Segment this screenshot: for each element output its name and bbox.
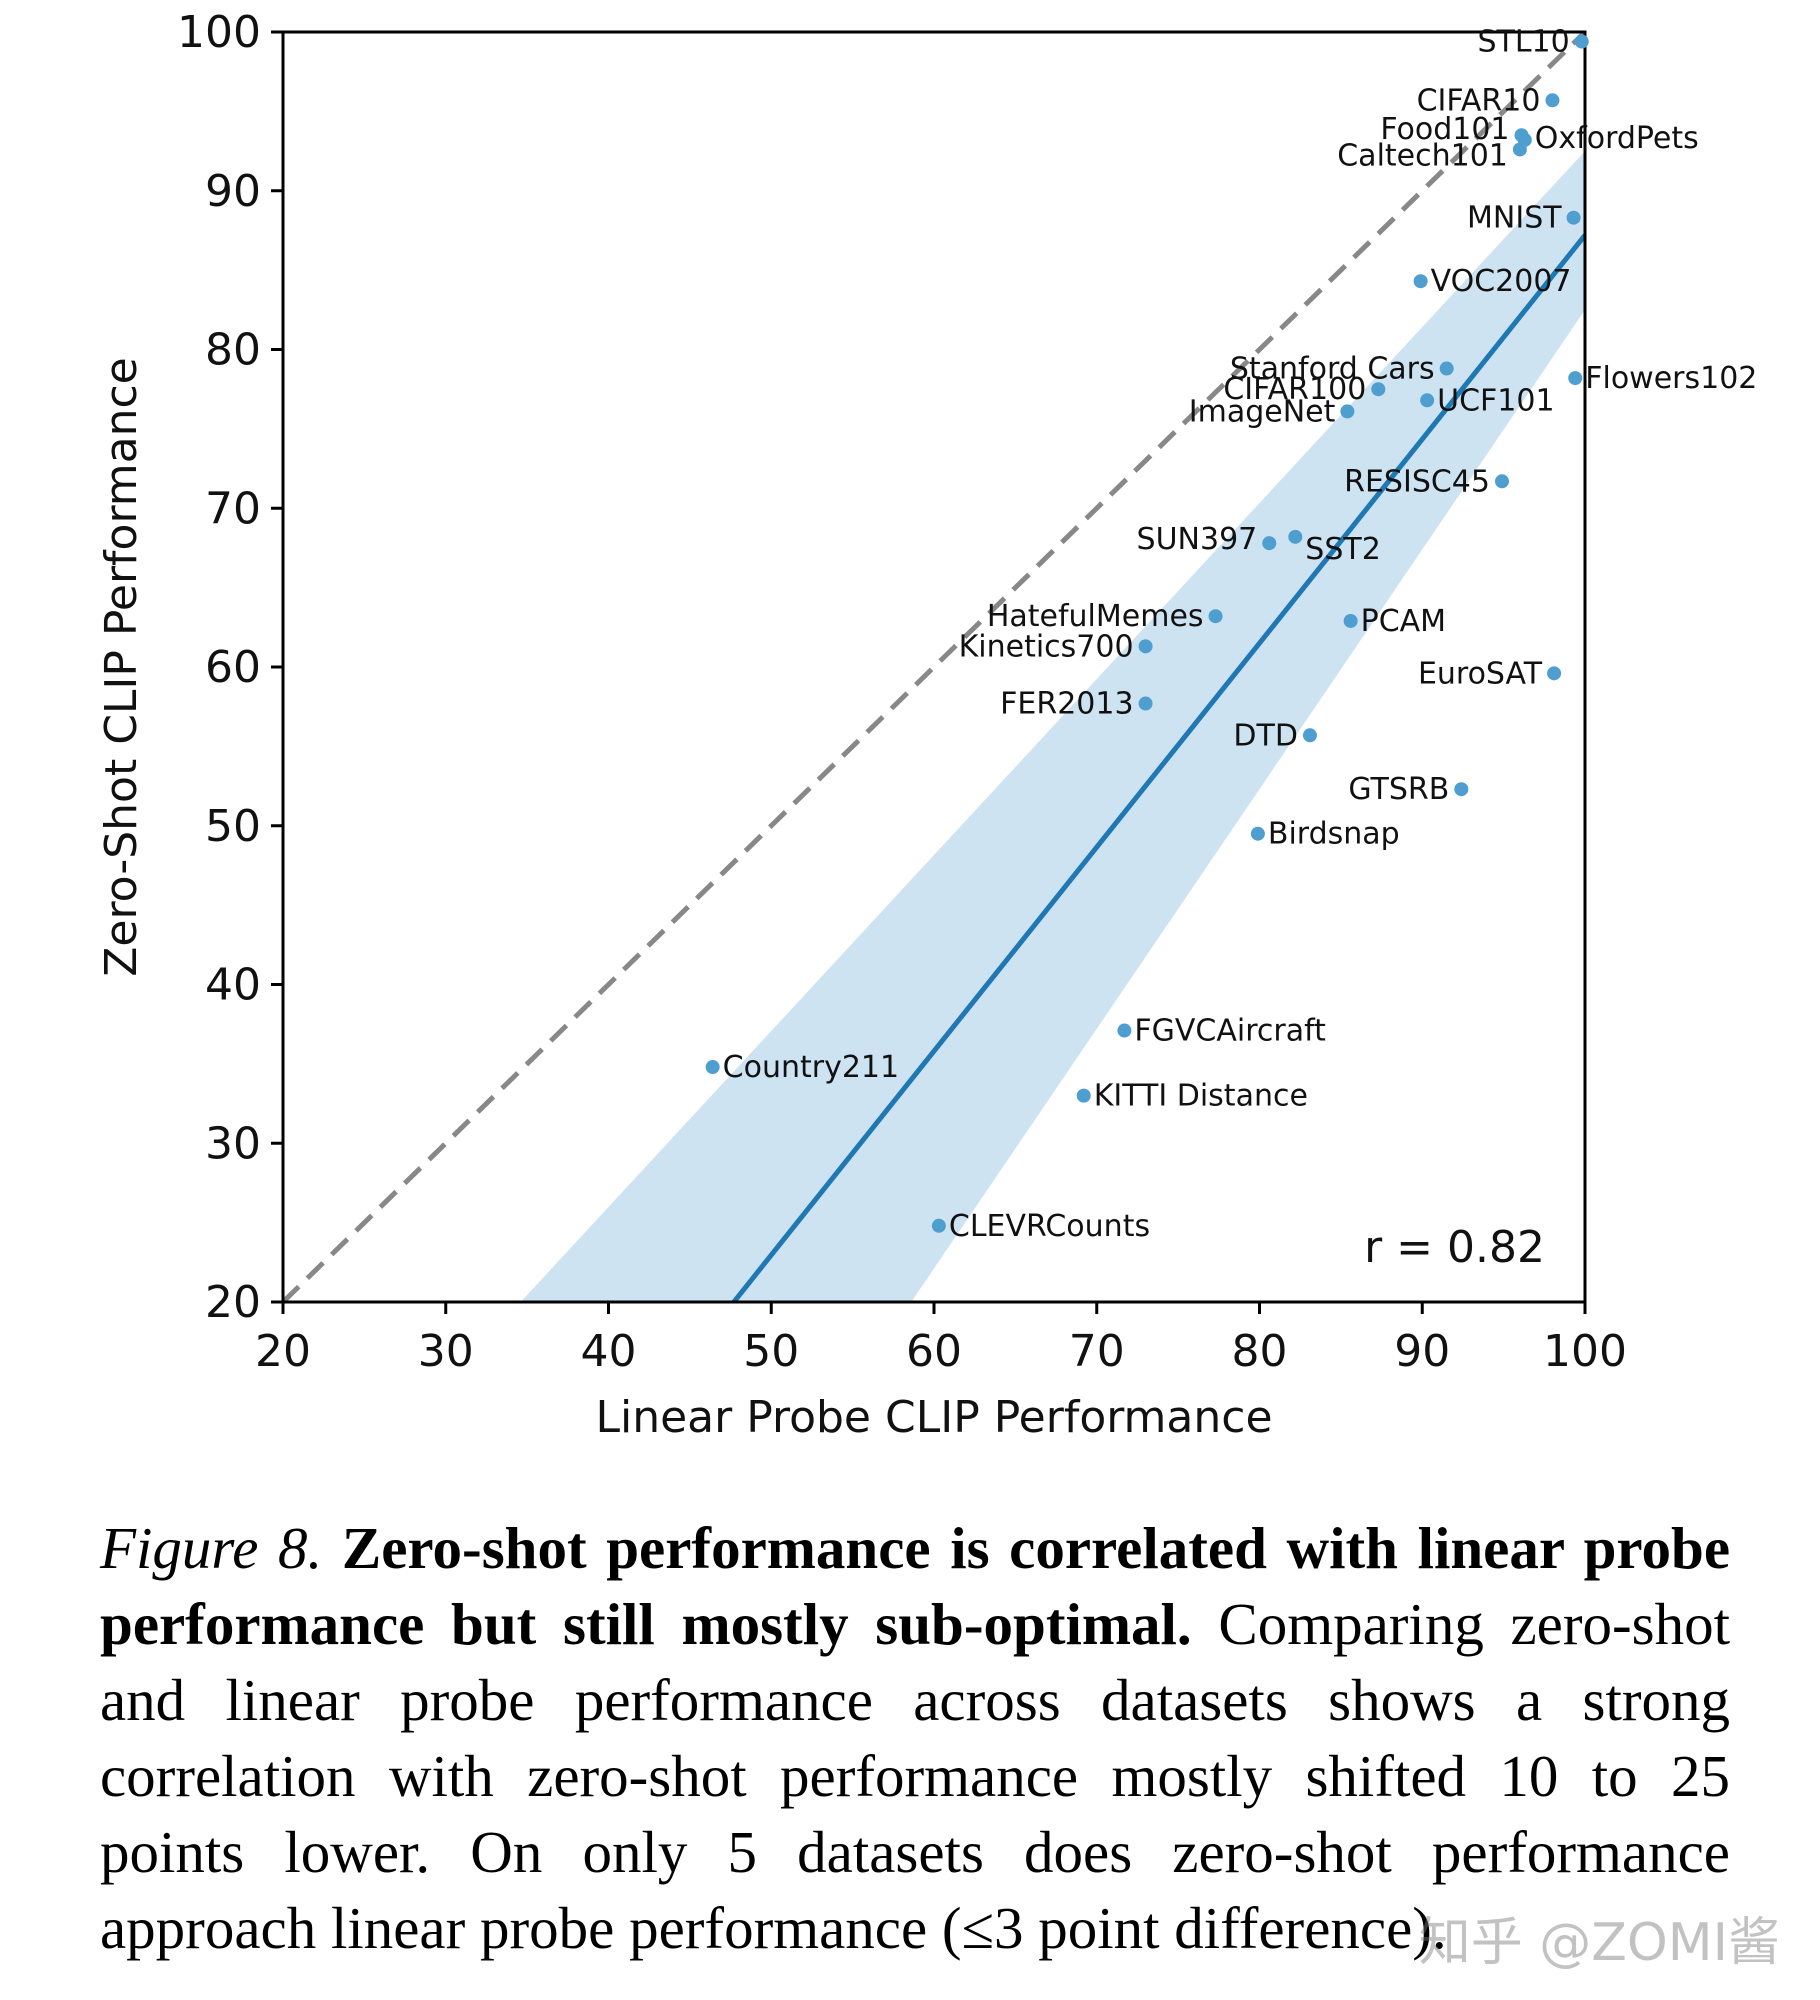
data-point <box>1420 393 1435 408</box>
data-point <box>1439 361 1454 376</box>
plot-area <box>283 32 1585 1302</box>
point-label: VOC2007 <box>1431 264 1572 299</box>
point-label: Food101 <box>1380 112 1509 147</box>
data-point <box>1568 371 1583 386</box>
point-label: RESISC45 <box>1344 464 1490 499</box>
point-label: ImageNet <box>1189 394 1336 429</box>
data-point <box>1138 696 1153 711</box>
caption-title: Zero-shot performance is correlated with… <box>100 1515 1731 1657</box>
x-tick-label: 30 <box>418 1326 474 1377</box>
y-tick-label: 30 <box>205 1118 261 1169</box>
x-tick-label: 80 <box>1232 1326 1288 1377</box>
watermark: 知乎 @ZOMI酱 <box>1418 1913 1780 1973</box>
x-tick-label: 40 <box>581 1326 637 1377</box>
y-tick-label: 50 <box>205 801 261 852</box>
data-point <box>705 1060 720 1075</box>
point-label: KITTI Distance <box>1094 1079 1308 1114</box>
y-tick-label: 20 <box>205 1277 261 1328</box>
point-label: OxfordPets <box>1535 121 1699 156</box>
point-label: HatefulMemes <box>987 599 1204 634</box>
confidence-band <box>520 151 1585 1302</box>
y-tick-label: 100 <box>177 7 261 58</box>
point-label: Flowers102 <box>1585 361 1757 396</box>
y-tick-label: 90 <box>205 166 261 217</box>
y-tick-label: 80 <box>205 325 261 376</box>
point-label: SST2 <box>1305 532 1381 567</box>
x-tick-label: 70 <box>1069 1326 1125 1377</box>
caption-body: Comparing zero-shot and linear probe per… <box>100 1591 1731 1961</box>
regression-line <box>731 233 1585 1302</box>
scatter-chart: 20 30 40 50 60 70 80 90 100 2030405060708090100 … <box>96 7 1757 1443</box>
data-point <box>931 1218 946 1233</box>
point-label: Kinetics700 <box>959 629 1134 664</box>
point-label: CIFAR10 <box>1417 83 1541 118</box>
data-point <box>1250 826 1265 841</box>
x-tick-label: 90 <box>1394 1326 1450 1377</box>
data-point <box>1566 210 1581 225</box>
point-label: MNIST <box>1467 201 1562 236</box>
point-label: PCAM <box>1361 604 1446 639</box>
data-point <box>1371 382 1386 397</box>
x-tick-label: 100 <box>1543 1326 1627 1377</box>
y-tick-label: 70 <box>205 483 261 534</box>
data-point <box>1413 274 1428 289</box>
data-point <box>1512 142 1527 157</box>
x-tick-label: 20 <box>255 1326 311 1377</box>
x-axis-ticks: 20 30 40 50 60 70 80 90 100 <box>255 1302 1627 1377</box>
point-label: Birdsnap <box>1268 817 1400 852</box>
data-point <box>1208 609 1223 624</box>
data-point <box>1547 666 1562 681</box>
data-point <box>1288 529 1303 544</box>
point-label: FER2013 <box>1000 687 1133 722</box>
data-point <box>1302 728 1317 743</box>
data-point <box>1138 639 1153 654</box>
point-label: CIFAR100 <box>1223 372 1366 407</box>
point-label: Stanford Cars <box>1230 352 1435 387</box>
correlation-annotation: r = 0.82 <box>1364 1222 1545 1273</box>
y-tick-label: 40 <box>205 960 261 1011</box>
point-label: FGVCAircraft <box>1134 1014 1326 1049</box>
x-axis-label: Linear Probe CLIP Performance <box>595 1392 1272 1443</box>
data-point <box>1343 613 1358 628</box>
point-label: SUN397 <box>1137 522 1258 557</box>
data-point <box>1494 474 1509 489</box>
data-point <box>1076 1088 1091 1103</box>
point-label: UCF101 <box>1437 383 1554 418</box>
data-point <box>1262 536 1277 551</box>
y-axis-label: Zero-Shot CLIP Performance <box>96 357 147 976</box>
data-point <box>1117 1023 1132 1038</box>
point-label: EuroSAT <box>1418 656 1543 691</box>
identity-line <box>283 32 1585 1302</box>
data-point <box>1454 782 1469 797</box>
x-tick-label: 50 <box>743 1326 799 1377</box>
point-label: DTD <box>1233 718 1298 753</box>
data-point <box>1545 93 1560 108</box>
point-label: STL10 <box>1477 25 1569 60</box>
data-point <box>1340 404 1355 419</box>
point-label: Country211 <box>723 1050 899 1085</box>
y-axis-ticks: 20 30 40 50 60 70 80 90 100 <box>177 7 283 1328</box>
data-point <box>1574 34 1589 49</box>
figure-caption: Figure 8. Zero-shot performance is corre… <box>100 1510 1730 1966</box>
point-label: Caltech101 <box>1337 138 1508 173</box>
y-tick-label: 60 <box>205 642 261 693</box>
point-label: CLEVRCounts <box>949 1209 1150 1244</box>
point-label: GTSRB <box>1348 772 1449 807</box>
caption-label: Figure 8. <box>100 1515 323 1581</box>
x-tick-label: 60 <box>906 1326 962 1377</box>
